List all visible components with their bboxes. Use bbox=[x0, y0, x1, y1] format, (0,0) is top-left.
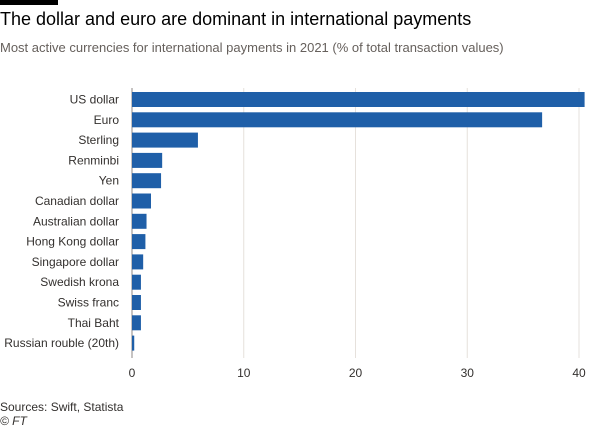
bar-euro bbox=[132, 112, 543, 128]
category-label: US dollar bbox=[70, 93, 119, 107]
bar-hong-kong-dollar bbox=[132, 234, 146, 250]
category-label: Russian rouble (20th) bbox=[4, 336, 119, 350]
category-labels: US dollar Euro Sterling Renminbi Yen Canadian… bbox=[4, 93, 119, 351]
copyright-credit: © FT bbox=[0, 414, 27, 428]
bar-russian-rouble-20th bbox=[132, 335, 135, 351]
category-label: Swiss franc bbox=[58, 296, 119, 310]
chart-subtitle: Most active currencies for international… bbox=[0, 40, 504, 55]
category-label: Euro bbox=[94, 113, 120, 127]
bar-us-dollar bbox=[132, 92, 585, 107]
bar-renminbi bbox=[132, 152, 163, 168]
bar-thai-baht bbox=[132, 315, 141, 331]
x-tick-label: 10 bbox=[237, 366, 251, 380]
source-note: Sources: Swift, Statista bbox=[0, 400, 124, 414]
category-label: Hong Kong dollar bbox=[26, 235, 119, 249]
bar-singapore-dollar bbox=[132, 254, 144, 270]
category-label: Thai Baht bbox=[68, 316, 120, 330]
category-label: Canadian dollar bbox=[35, 194, 119, 208]
category-label: Singapore dollar bbox=[32, 255, 119, 269]
bar-swedish-krona bbox=[132, 274, 141, 290]
category-label: Sterling bbox=[78, 133, 119, 147]
bars bbox=[132, 92, 585, 351]
x-tick-label: 40 bbox=[572, 366, 586, 380]
top-rule bbox=[0, 0, 58, 5]
category-label: Australian dollar bbox=[33, 214, 119, 228]
category-label: Yen bbox=[99, 174, 119, 188]
bar-sterling bbox=[132, 132, 198, 148]
x-tick-label: 0 bbox=[129, 366, 136, 380]
bar-swiss-franc bbox=[132, 295, 141, 310]
x-tick-label: 30 bbox=[461, 366, 475, 380]
grid-lines bbox=[131, 88, 580, 358]
chart-title: The dollar and euro are dominant in inte… bbox=[0, 9, 472, 29]
bar-canadian-dollar bbox=[132, 193, 151, 209]
category-label: Swedish krona bbox=[40, 275, 119, 289]
x-tick-label: 20 bbox=[349, 366, 363, 380]
bar-australian-dollar bbox=[132, 213, 147, 229]
bar-yen bbox=[132, 173, 162, 189]
x-axis-tick-labels: 0 10 20 30 40 bbox=[129, 366, 586, 380]
category-label: Renminbi bbox=[68, 153, 119, 167]
